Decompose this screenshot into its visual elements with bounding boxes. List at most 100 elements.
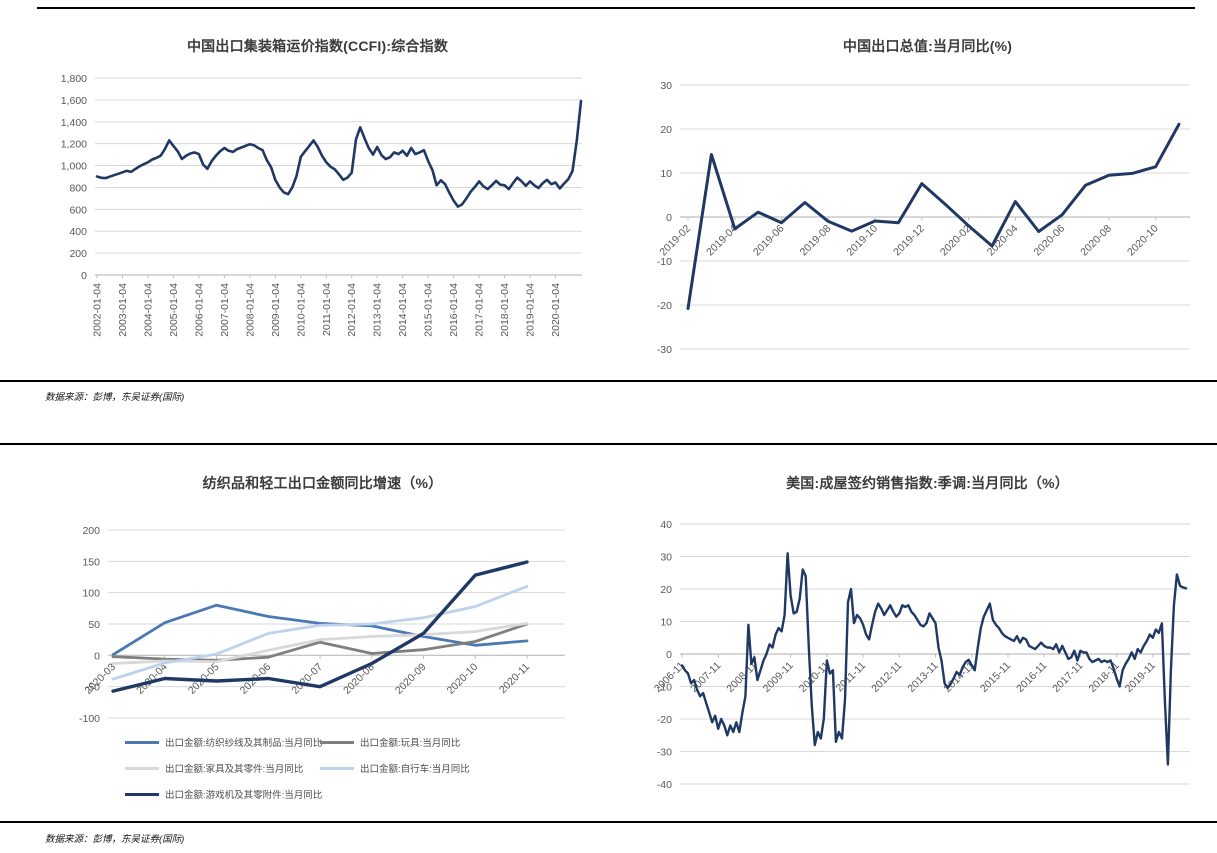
top-divider-line [37,7,1195,9]
svg-text:2010-01-04: 2010-01-04 [295,283,307,337]
legend-item-toys: 出口金额:玩具:当月同比 [320,735,460,749]
svg-text:2020-08: 2020-08 [341,661,377,697]
legend-label-textile-yarn: 出口金额:纺织纱线及其制品:当月同比 [165,738,323,749]
svg-text:2004-01-04: 2004-01-04 [142,283,154,337]
svg-text:2019-02: 2019-02 [657,223,693,259]
svg-text:2012-11: 2012-11 [869,660,904,695]
svg-text:0: 0 [94,650,100,662]
svg-text:800: 800 [69,182,87,194]
svg-text:2012-01-04: 2012-01-04 [346,283,358,337]
svg-text:2020-07: 2020-07 [289,661,325,697]
svg-text:-10: -10 [657,682,672,694]
svg-text:2020-10: 2020-10 [445,661,481,697]
svg-text:2019-12: 2019-12 [891,223,927,259]
svg-text:2016-01-04: 2016-01-04 [448,283,460,337]
svg-text:50: 50 [88,619,100,631]
svg-text:2020-10: 2020-10 [1125,223,1161,259]
svg-text:2007-01-04: 2007-01-04 [219,283,231,337]
chart-exports-container: 中国出口总值:当月同比(%) 30 20 10 0 -10 -20 -30 2019-02 20… [640,25,1215,385]
svg-text:2015-01-04: 2015-01-04 [423,283,435,337]
svg-text:0: 0 [81,270,87,282]
svg-text:2011-11: 2011-11 [834,660,869,695]
svg-text:2017-11: 2017-11 [1050,660,1085,695]
svg-text:200: 200 [69,248,87,260]
svg-text:-20: -20 [657,300,672,312]
row2-top-divider-line [0,443,1217,445]
svg-text:2015-11: 2015-11 [978,660,1013,695]
svg-text:400: 400 [69,226,87,238]
legend-swatch-furniture [125,766,159,770]
svg-text:2019-01-04: 2019-01-04 [525,283,537,337]
svg-text:-30: -30 [657,344,672,356]
legend-swatch-toys [320,740,354,744]
svg-text:30: 30 [660,80,672,92]
svg-text:20: 20 [660,124,672,136]
svg-text:2020-02: 2020-02 [938,223,974,259]
chart-exports-title: 中国出口总值:当月同比(%) [842,38,1013,54]
svg-text:-20: -20 [657,714,672,726]
svg-text:20: 20 [660,584,672,596]
svg-text:2014-01-04: 2014-01-04 [397,283,409,337]
svg-text:2018-01-04: 2018-01-04 [499,283,511,337]
svg-text:2017-01-04: 2017-01-04 [474,283,486,337]
chart-phs-container: 美国:成屋签约销售指数:季调:当月同比（%） 40 30 20 10 0 -10 -20 -3… [640,460,1215,840]
legend-item-bicycles: 出口金额:自行车:当月同比 [320,761,470,775]
svg-text:40: 40 [660,519,672,531]
svg-text:-100: -100 [79,713,100,725]
svg-text:2009-11: 2009-11 [761,660,796,695]
svg-text:0: 0 [666,649,672,661]
svg-text:-40: -40 [657,779,672,791]
legend-label-furniture: 出口金额:家具及其零件:当月同比 [165,764,304,775]
svg-text:0: 0 [666,212,672,224]
svg-text:2020-01-04: 2020-01-04 [550,283,562,337]
chart-ccfi-title: 中国出口集装箱运价指数(CCFI):综合指数 [186,38,449,54]
svg-text:-10: -10 [657,256,672,268]
svg-text:2013-01-04: 2013-01-04 [372,283,384,337]
row1-bottom-divider-line [0,380,1217,382]
legend-item-game-consoles: 出口金额:游戏机及其零附件:当月同比 [125,787,322,801]
chart-ccfi-container: 中国出口集装箱运价指数(CCFI):综合指数 1,800 1,600 1,400 1,… [20,25,615,385]
legend-swatch-game-consoles [125,792,159,796]
svg-text:2002-01-04: 2002-01-04 [92,283,104,337]
svg-text:10: 10 [660,168,672,180]
svg-text:200: 200 [82,525,100,537]
svg-text:30: 30 [660,552,672,564]
legend-label-bicycles: 出口金额:自行车:当月同比 [360,764,470,775]
svg-text:1,600: 1,600 [61,95,87,107]
chart-textile-container: 纺织品和轻工出口金额同比增速（%） 200 150 100 50 0 -50 -100 202… [30,460,615,820]
svg-text:1,200: 1,200 [61,139,87,151]
svg-text:1,400: 1,400 [61,117,87,129]
svg-text:2019-11: 2019-11 [1123,660,1158,695]
svg-text:100: 100 [82,588,100,600]
legend-item-furniture: 出口金额:家具及其零件:当月同比 [125,761,303,775]
svg-text:2019-08: 2019-08 [798,223,834,259]
bottom-divider-line [0,821,1217,823]
svg-text:2020-11: 2020-11 [497,661,532,696]
svg-text:2005-01-04: 2005-01-04 [168,283,180,337]
svg-text:2020-08: 2020-08 [1078,223,1114,259]
svg-text:-30: -30 [657,747,672,759]
svg-text:2003-01-04: 2003-01-04 [117,283,129,337]
svg-text:600: 600 [69,204,87,216]
svg-text:2019-06: 2019-06 [751,223,787,259]
svg-text:2009-01-04: 2009-01-04 [270,283,282,337]
legend-item-textile-yarn: 出口金额:纺织纱线及其制品:当月同比 [125,735,322,749]
chart-textile-title: 纺织品和轻工出口金额同比增速（%） [202,475,443,491]
svg-text:2013-11: 2013-11 [905,660,940,695]
legend-swatch-bicycles [320,766,354,770]
svg-text:2007-11: 2007-11 [688,660,723,695]
legend-swatch-textile-yarn [125,740,159,744]
svg-text:1,000: 1,000 [61,161,87,173]
svg-text:10: 10 [660,617,672,629]
svg-text:2020-09: 2020-09 [393,661,429,697]
chart-phs-title: 美国:成屋签约销售指数:季调:当月同比（%） [786,475,1069,491]
svg-text:2011-01-04: 2011-01-04 [321,283,333,336]
svg-text:-50: -50 [85,682,100,694]
legend-label-game-consoles: 出口金额:游戏机及其零附件:当月同比 [165,790,323,801]
legend-label-toys: 出口金额:玩具:当月同比 [360,738,461,749]
source-note-top: 数据来源：彭博，东吴证券(国际) [45,392,185,403]
